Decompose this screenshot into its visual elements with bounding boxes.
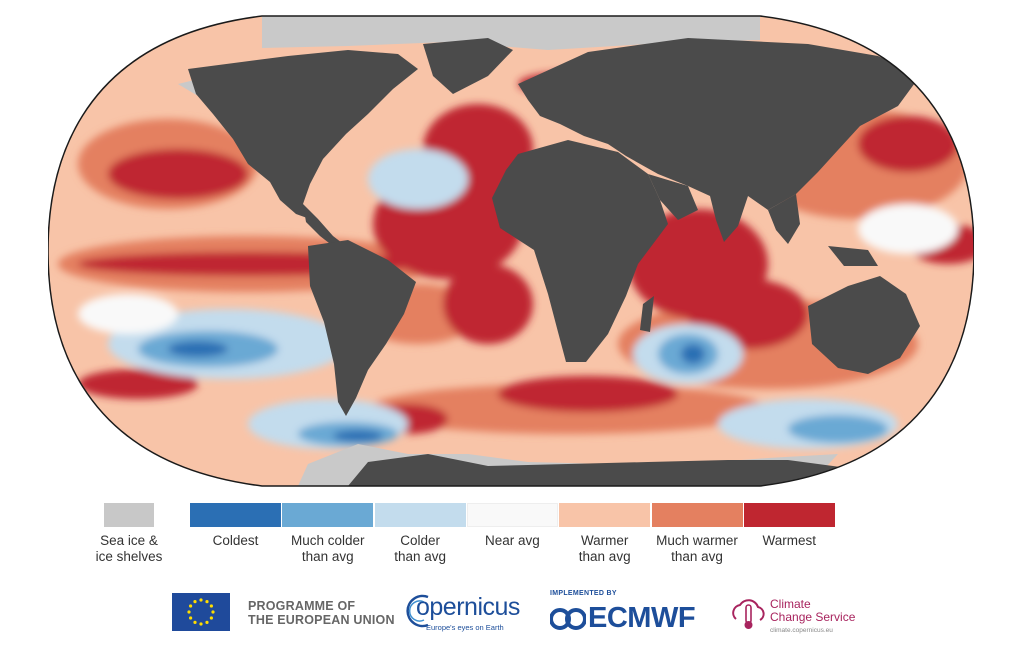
antarctica xyxy=(348,454,888,486)
legend: Sea ice & ice shelves Coldest Much colder… xyxy=(0,503,1016,573)
greenland xyxy=(423,38,513,94)
legend-label-0: Coldest xyxy=(212,533,259,548)
legend-label-3: Near avg xyxy=(485,533,540,548)
footer-logos: PROGRAMME OF THE EUROPEAN UNION opernicu… xyxy=(0,588,1016,640)
eu-star xyxy=(211,610,215,614)
ecmwf-name: ECMWF xyxy=(588,602,696,634)
copernicus-tagline: Europe's eyes on Earth xyxy=(426,623,504,632)
legend-swatch-6 xyxy=(743,503,835,527)
legend-label-6: Warmest xyxy=(762,533,817,548)
ecmwf-logo: IMPLEMENTED BY ECMWF xyxy=(548,590,708,636)
eu-star xyxy=(209,604,213,608)
north-america xyxy=(188,50,418,219)
eu-programme-text: PROGRAMME OF THE EUROPEAN UNION xyxy=(248,599,395,627)
eu-stars xyxy=(187,598,215,626)
eu-star xyxy=(193,620,197,624)
thermometer-cloud-icon xyxy=(732,599,765,629)
eu-star xyxy=(187,610,191,614)
copernicus-c-icon xyxy=(406,594,429,628)
eu-star xyxy=(205,620,209,624)
legend-swatch-4 xyxy=(559,503,651,527)
legend-swatch-sea-ice xyxy=(104,503,154,527)
legend-swatch-2 xyxy=(374,503,466,527)
eu-star xyxy=(193,600,197,604)
legend-swatch-3 xyxy=(466,503,558,527)
eu-star xyxy=(189,604,193,608)
south-america xyxy=(308,240,416,416)
legend-swatch-1 xyxy=(282,503,374,527)
legend-swatch-5 xyxy=(651,503,743,527)
legend-label-2: Colder than avg xyxy=(394,533,446,564)
legend-label-sea-ice: Sea ice & ice shelves xyxy=(95,533,163,564)
legend-swatch-0 xyxy=(190,503,281,527)
copernicus-logo: opernicus Europe's eyes on Earth xyxy=(404,591,524,635)
legend-label-5: Much warmer than avg xyxy=(656,533,738,564)
c3s-url: climate.copernicus.eu xyxy=(770,627,833,634)
sea-surface-temperature-map xyxy=(48,14,974,488)
world-map-svg xyxy=(48,15,974,487)
c3s-logo: Climate Change Service climate.copernicu… xyxy=(730,591,870,637)
eu-star xyxy=(199,622,203,626)
implemented-by-text: IMPLEMENTED BY xyxy=(550,590,617,597)
land-masses xyxy=(188,38,958,486)
eu-star xyxy=(189,616,193,620)
eu-star xyxy=(205,600,209,604)
eu-star xyxy=(209,616,213,620)
map-outline xyxy=(48,15,974,487)
ecmwf-mark-icon xyxy=(550,608,586,630)
eu-flag-icon xyxy=(172,593,230,631)
c3s-name: Climate Change Service xyxy=(770,597,856,624)
eu-star xyxy=(199,598,203,602)
legend-label-1: Much colder than avg xyxy=(291,533,365,564)
legend-label-4: Warmer than avg xyxy=(578,533,631,564)
africa xyxy=(492,140,668,362)
copernicus-name: opernicus xyxy=(416,593,520,621)
australia xyxy=(808,276,920,374)
eurasia xyxy=(518,38,920,210)
